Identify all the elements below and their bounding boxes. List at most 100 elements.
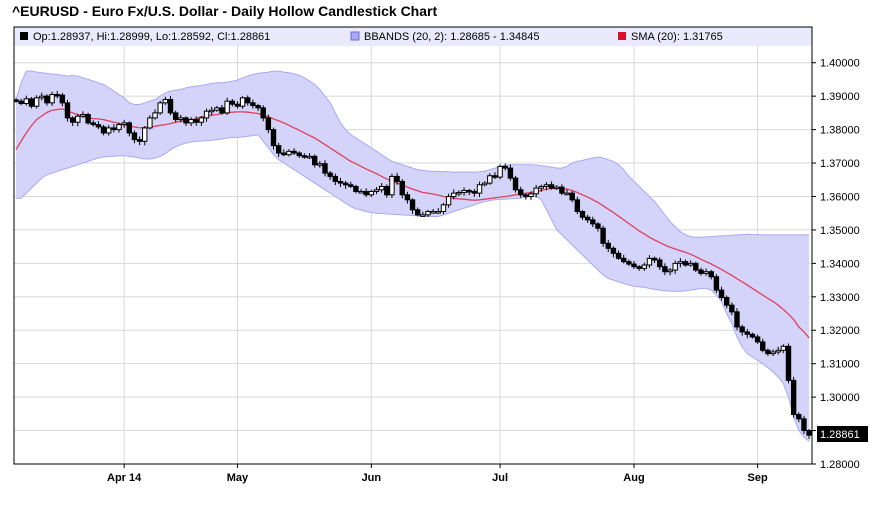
- candle: [39, 92, 45, 101]
- candle: [224, 97, 230, 115]
- candle: [260, 105, 266, 122]
- candle-body-down: [90, 122, 96, 126]
- candle: [193, 116, 199, 126]
- candle-body-down: [734, 311, 740, 328]
- candle-body-down: [600, 227, 606, 244]
- candle: [59, 92, 66, 107]
- candle-body-down: [595, 223, 601, 229]
- candle: [569, 190, 575, 203]
- x-tick-label: Apr 14: [107, 472, 142, 484]
- candle-body-down: [502, 165, 508, 169]
- candle-body-up: [39, 95, 45, 99]
- candle: [734, 308, 740, 331]
- candle-body-up: [528, 193, 534, 197]
- candle: [554, 185, 560, 190]
- candle-body-down: [507, 167, 514, 179]
- candle-body-down: [322, 163, 328, 174]
- candle-body-down: [172, 112, 179, 121]
- candle-body-up: [533, 187, 539, 195]
- candle: [651, 256, 658, 264]
- candle: [157, 100, 163, 115]
- candle: [590, 216, 596, 228]
- y-tick-label: 1.34000: [820, 258, 860, 270]
- candle-body-up: [306, 155, 313, 159]
- candle: [425, 209, 431, 217]
- candle-body-down: [100, 126, 107, 134]
- candle-body-down: [275, 145, 282, 154]
- candle: [806, 428, 812, 440]
- candle-body-up: [121, 122, 127, 126]
- legend-ohlc: Op:1.28937, Hi:1.28999, Lo:1.28592, Cl:1…: [33, 31, 270, 43]
- candle-body-down: [636, 266, 642, 269]
- candle: [677, 258, 684, 268]
- bollinger-upper-line: [15, 70, 810, 238]
- candle: [481, 181, 488, 187]
- candle-body-up: [456, 191, 462, 195]
- legend-background: [14, 27, 812, 46]
- candle: [348, 181, 354, 189]
- candle-body-down: [301, 155, 308, 158]
- candle: [533, 184, 539, 198]
- candle-body-up: [162, 99, 169, 104]
- candle: [445, 193, 452, 208]
- candle-body-down: [255, 105, 261, 109]
- candle: [497, 164, 503, 180]
- candle: [693, 261, 699, 273]
- candle-body-up: [461, 189, 467, 193]
- candle: [152, 109, 158, 120]
- candle-body-up: [538, 185, 544, 189]
- candle: [729, 302, 735, 316]
- candle-body-down: [754, 336, 761, 343]
- candle: [209, 106, 215, 116]
- candle-body-down: [559, 186, 565, 194]
- candle-body-up: [667, 269, 673, 273]
- legend-swatch-bbands: [350, 31, 360, 41]
- candle: [172, 110, 179, 123]
- candle: [595, 222, 601, 232]
- candle-body-up: [80, 114, 86, 117]
- candle-body-down: [363, 190, 369, 196]
- candle-body-down: [59, 94, 66, 104]
- candle-body-down: [739, 326, 745, 333]
- candle-body-down: [708, 271, 714, 278]
- candle: [548, 181, 555, 190]
- candle-body-up: [435, 211, 442, 214]
- candle-body-down: [785, 345, 792, 381]
- candle-body-up: [368, 190, 375, 196]
- candle-body-up: [152, 112, 158, 119]
- candle-body-up: [214, 107, 220, 111]
- candle: [760, 338, 766, 353]
- y-tick-label: 1.39000: [820, 91, 860, 103]
- y-tick-label: 1.40000: [820, 58, 860, 70]
- candle: [69, 116, 76, 127]
- candle-body-down: [394, 175, 400, 182]
- candle-body-down: [682, 261, 689, 266]
- candle: [739, 324, 745, 336]
- candle: [703, 268, 709, 276]
- candle: [682, 259, 689, 267]
- x-tick-label: Jul: [492, 472, 508, 484]
- candle-body-down: [657, 259, 663, 268]
- candle: [543, 182, 550, 191]
- x-tick-label: Jun: [362, 472, 382, 484]
- candle-body-down: [718, 289, 725, 298]
- candle: [507, 164, 514, 181]
- candle: [790, 376, 797, 418]
- candle: [358, 189, 364, 194]
- last-price-box: [817, 426, 868, 442]
- candle-body-down: [548, 184, 555, 189]
- candle-body-up: [440, 204, 447, 213]
- candle-body-up: [178, 117, 184, 121]
- candle-body-down: [610, 247, 617, 254]
- candle-body-up: [677, 261, 684, 264]
- candle-body-down: [760, 341, 766, 351]
- candle-body-down: [621, 257, 627, 263]
- candle: [749, 332, 756, 339]
- candle: [219, 105, 225, 115]
- candle-body-up: [487, 175, 493, 184]
- candle-body-down: [729, 304, 735, 313]
- candle-body-down: [85, 114, 91, 124]
- candle-body-down: [270, 129, 277, 147]
- candle-body-up: [554, 186, 560, 190]
